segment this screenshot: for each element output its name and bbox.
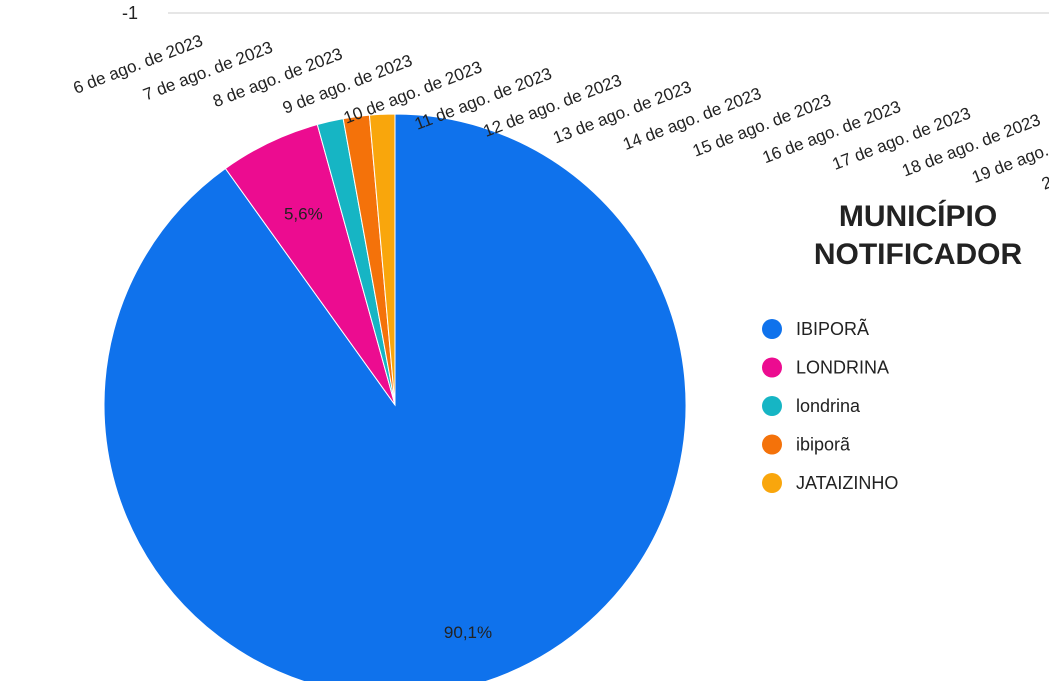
legend-label-3: ibiporã: [796, 435, 851, 455]
slice-percent-label-0: 90,1%: [444, 623, 492, 642]
legend: MUNICÍPIO NOTIFICADOR IBIPORÃ LONDRINA lon…: [762, 199, 1022, 493]
axis-value-label: -1: [122, 3, 138, 23]
pie-slice-4: [368, 113, 396, 406]
pie-slices: [103, 113, 687, 681]
legend-marker-4: [762, 473, 782, 493]
legend-marker-0: [762, 319, 782, 339]
legend-title-line-2: NOTIFICADOR: [814, 238, 1023, 271]
legend-marker-3: [762, 434, 782, 455]
legend-marker-1: [762, 357, 782, 378]
legend-label-1: LONDRINA: [796, 358, 889, 378]
legend-title-line-1: MUNICÍPIO: [839, 199, 997, 233]
legend-label-4: JATAIZINHO: [796, 473, 898, 493]
slice-percent-label-1: 5,6%: [284, 204, 323, 223]
legend-marker-2: [762, 396, 782, 416]
legend-label-2: londrina: [796, 396, 861, 416]
axis-layer: -1: [122, 3, 1049, 23]
legend-items: IBIPORÃ LONDRINA londrina ibiporã JATAIZINHO: [762, 318, 898, 493]
slice-labels: 90,1% 5,6%: [284, 204, 492, 642]
legend-label-0: IBIPORÃ: [796, 318, 869, 339]
